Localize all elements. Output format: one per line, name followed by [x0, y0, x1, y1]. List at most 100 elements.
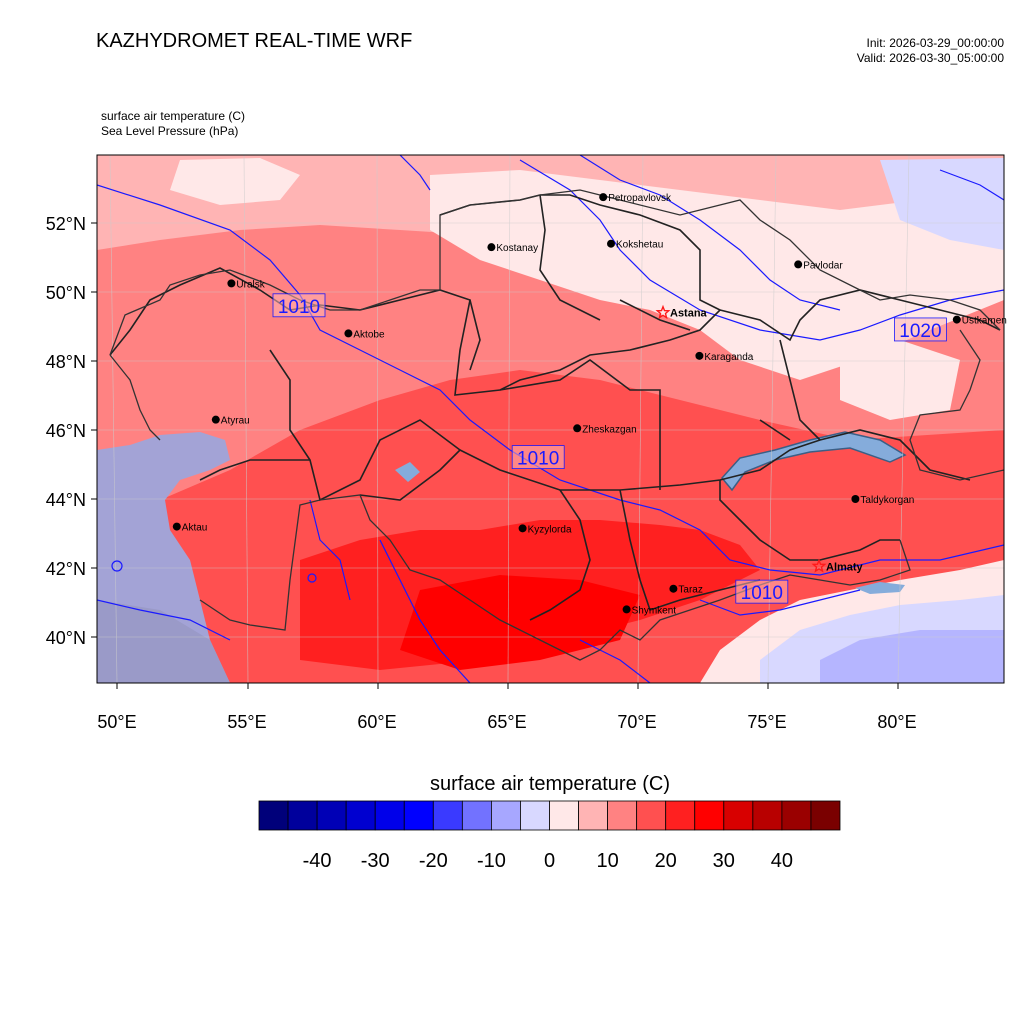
city-kostanay: Kostanay [487, 243, 538, 254]
city-markers: Uralsk Aktobe Atyrau Aktau Kostanay Petropavl… [172, 193, 1007, 616]
city-label: Zheskazgan [582, 424, 636, 435]
city-label: Aktau [182, 523, 208, 534]
colorbar-swatch [665, 800, 696, 831]
isobar-label-box [894, 317, 947, 342]
capital-star-icon [811, 558, 827, 573]
temp-band-0-ne [880, 158, 1004, 250]
temp-band-5-west [170, 158, 300, 205]
city-zheskazgan: Zheskazgan [573, 424, 637, 435]
lake-issykkul [855, 582, 905, 594]
colorbar-swatch [403, 800, 434, 831]
colorbar-swatch [345, 800, 376, 831]
capital-star-icon [655, 304, 671, 320]
lon-label: 50°E [97, 712, 136, 732]
colorbar-tick-label: 0 [544, 850, 555, 872]
colorbar-tick-label: -40 [303, 850, 332, 872]
lat-label: 48°N [46, 352, 86, 372]
colorbar-swatch [490, 800, 521, 831]
valid-time: Valid: 2026-03-30_05:00:00 [856, 51, 1004, 65]
caspian-sea-south [97, 600, 230, 683]
city-dot-icon [487, 243, 496, 252]
colorbar-tick-label: 20 [655, 850, 677, 872]
isobar-label-text: 1010 [517, 449, 559, 470]
city-aktau: Aktau [172, 522, 208, 534]
colorbar-tick-label: 40 [771, 850, 793, 872]
isobar-label: 1020 [894, 317, 947, 342]
isobar-label: 1010 [511, 445, 565, 470]
city-label: Astana [670, 308, 708, 320]
colorbar-title: surface air temperature (C) [429, 773, 671, 795]
city-label: Kokshetau [616, 240, 663, 251]
lon-label: 60°E [357, 712, 396, 732]
city-pavlodar: Pavlodar [794, 260, 843, 271]
colorbar-tick-label: -10 [477, 850, 506, 872]
city-astana: Astana [655, 304, 708, 320]
lat-label: 46°N [46, 421, 86, 441]
colorbar-swatch [287, 800, 318, 831]
lat-label: 50°N [46, 283, 86, 303]
city-label: Shymkent [632, 605, 677, 616]
tick-marks [91, 222, 899, 689]
city-label: Aktobe [353, 329, 385, 340]
country-border [109, 189, 1004, 661]
colorbar-swatch [549, 800, 579, 831]
lon-label: 65°E [487, 712, 526, 732]
city-uralsk: Uralsk [227, 279, 266, 290]
city-dot-icon [695, 351, 704, 360]
colorbar-swatch [636, 800, 667, 831]
lon-label: 70°E [617, 712, 656, 732]
city-petropavlovsk: Petropavlovsk [599, 193, 672, 204]
colorbar-swatch [607, 800, 638, 831]
colorbar-labels: -40 -30 -20 -10 0 10 20 30 40 [303, 850, 793, 872]
colorbar-tick-label: 30 [713, 850, 735, 872]
city-aktobe: Aktobe [344, 329, 385, 340]
colorbar-swatch [694, 800, 725, 831]
colorbar-swatch [258, 800, 289, 831]
lon-label: 80°E [877, 712, 916, 732]
colorbar-tick-label: -20 [419, 850, 448, 872]
aral-sea [395, 462, 420, 482]
city-dot-icon [599, 193, 608, 202]
city-dot-icon [851, 495, 860, 503]
city-label: Taraz [678, 585, 702, 596]
city-label: Karaganda [704, 352, 753, 363]
city-dot-icon [227, 279, 236, 288]
colorbar-swatch [432, 800, 463, 831]
isobar-label-box [511, 445, 565, 470]
isobars [97, 155, 1004, 683]
colorbar-swatch [374, 800, 405, 831]
chart-title: KAZHYDROMET REAL-TIME WRF [96, 30, 413, 52]
colorbar-swatch [781, 800, 812, 831]
isobar-label: 1010 [272, 293, 326, 318]
city-dot-icon [344, 329, 353, 338]
isobar-labels: 1010 1010 1010 1020 [272, 293, 947, 604]
colorbar-swatch [810, 800, 841, 831]
lon-label: 55°E [227, 712, 266, 732]
isobar-label-box [735, 579, 789, 604]
plot-frame [96, 154, 1005, 684]
city-label: Atyrau [221, 416, 250, 427]
city-label: Pavlodar [803, 260, 843, 271]
city-shymkent: Shymkent [622, 605, 677, 616]
temp-band-5-east [840, 340, 960, 420]
field-label-pressure: Sea Level Pressure (hPa) [101, 124, 239, 138]
city-label: Almaty [826, 561, 864, 573]
mountain-coldest-zone [820, 630, 1004, 683]
colorbar-swatch [578, 800, 608, 831]
colorbar-swatch [723, 800, 754, 831]
city-dot-icon [172, 522, 181, 531]
isobar-label-text: 1010 [278, 297, 320, 318]
city-label: Petropavlovsk [608, 193, 672, 204]
city-kyzylorda: Kyzylorda [518, 524, 572, 535]
latitude-labels: 52°N 50°N 48°N 46°N 44°N 42°N 40°N [46, 214, 86, 648]
isobar-label-box [272, 293, 326, 318]
lat-label: 42°N [46, 559, 86, 579]
city-atyrau: Atyrau [211, 415, 250, 427]
colorbar-tick-label: -30 [361, 850, 390, 872]
isobar-label-text: 1010 [741, 583, 783, 604]
city-dot-icon [669, 584, 678, 593]
lat-label: 40°N [46, 628, 86, 648]
lat-label: 52°N [46, 214, 86, 234]
colorbar-swatch [752, 800, 783, 831]
